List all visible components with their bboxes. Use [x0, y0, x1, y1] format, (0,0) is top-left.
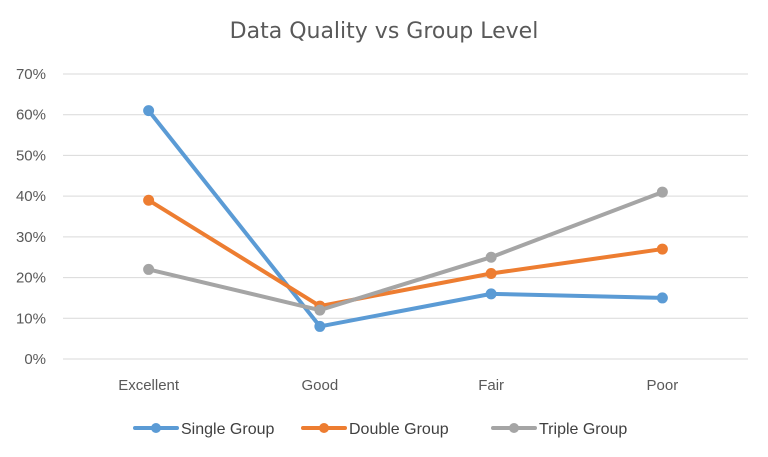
legend-label: Double Group: [349, 421, 449, 438]
legend-item: Double Group: [301, 421, 449, 438]
x-tick-label: Good: [302, 377, 339, 394]
series-triple-group: [143, 186, 668, 316]
y-tick-label: 40%: [16, 188, 46, 205]
data-point: [656, 292, 668, 304]
x-tick-label: Fair: [478, 377, 504, 394]
series-line: [146, 108, 665, 329]
series-group: [143, 105, 668, 332]
data-point: [656, 243, 668, 255]
x-tick-label: Excellent: [118, 377, 180, 394]
data-point: [485, 251, 497, 263]
y-tick-label: 30%: [16, 229, 46, 246]
legend-marker: [319, 423, 329, 433]
data-point: [314, 320, 326, 332]
series-single-group: [143, 105, 668, 332]
legend-item: Triple Group: [491, 421, 627, 438]
data-point: [314, 304, 326, 316]
data-point: [485, 288, 497, 300]
x-tick-label: Poor: [647, 377, 679, 394]
legend-item: Single Group: [133, 421, 274, 438]
series-line: [146, 190, 665, 313]
y-axis-tick-labels: 0% 10% 20% 30% 40% 50% 60% 70%: [16, 66, 46, 368]
y-tick-label: 70%: [16, 66, 46, 83]
data-point: [143, 105, 155, 117]
gridlines: [63, 73, 748, 360]
data-point: [656, 186, 668, 198]
series-double-group: [143, 194, 668, 312]
y-tick-label: 10%: [16, 310, 46, 327]
data-point: [485, 268, 497, 279]
legend-label: Single Group: [181, 421, 274, 438]
data-point: [143, 194, 155, 206]
x-axis-tick-labels: Excellent Good Fair Poor: [118, 377, 678, 394]
y-tick-label: 0%: [24, 351, 46, 368]
y-tick-label: 50%: [16, 147, 46, 164]
y-tick-label: 20%: [16, 270, 46, 287]
legend-marker: [151, 423, 161, 433]
chart-title: Data Quality vs Group Level: [230, 19, 539, 44]
legend-marker: [509, 423, 519, 433]
data-point: [143, 263, 155, 275]
series-line: [146, 198, 665, 309]
legend-label: Triple Group: [539, 421, 627, 438]
y-tick-label: 60%: [16, 107, 46, 124]
legend: Single Group Double Group Triple Group: [133, 421, 627, 438]
